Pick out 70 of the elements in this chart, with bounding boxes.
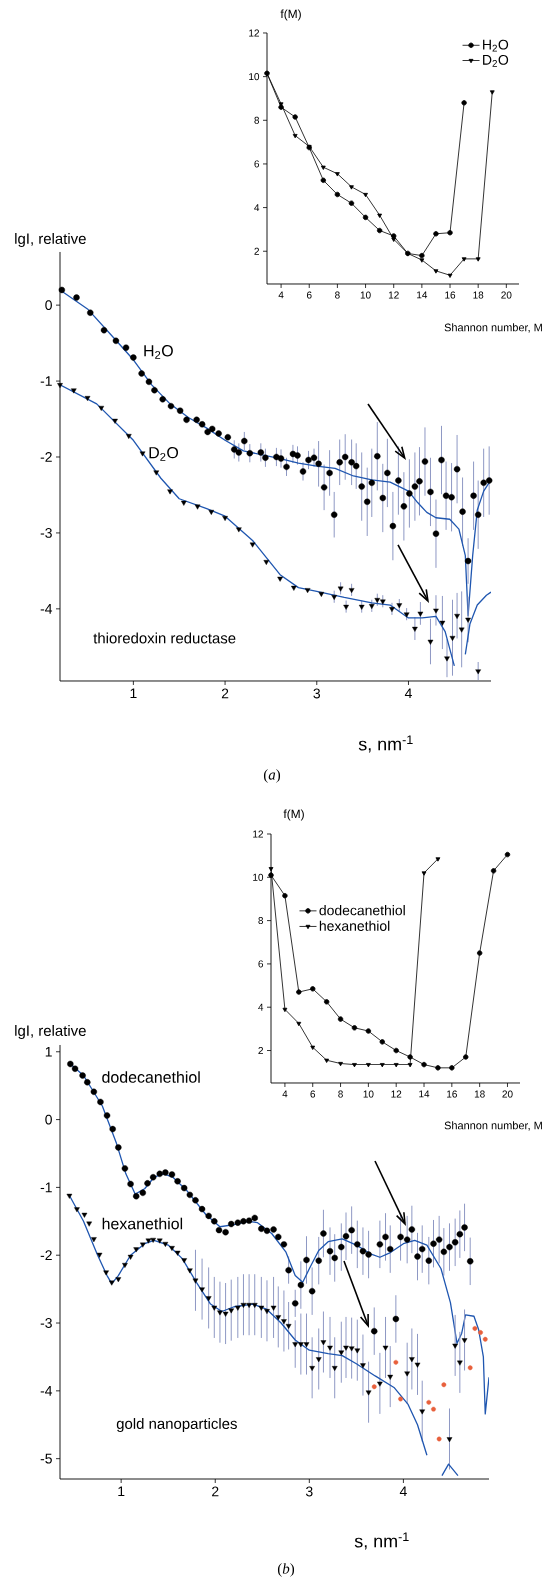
y-tick-label: 8	[258, 917, 264, 925]
x-tick-label: 4	[278, 291, 284, 299]
y-tick-label: -2	[40, 452, 52, 462]
y-tick-label: 6	[254, 160, 260, 168]
y-tick-label: 10	[253, 873, 264, 881]
y-tick-label: -1	[40, 376, 52, 386]
y-tick-label: 0	[45, 300, 52, 311]
y-tick-label: -3	[40, 1318, 52, 1328]
y-tick-label: 8	[254, 116, 260, 124]
y-tick-label: 6	[258, 960, 264, 968]
x-tick-label: 4	[282, 1090, 288, 1098]
text: (a)	[263, 769, 281, 783]
y-tick-label: 12	[249, 29, 259, 37]
y-axis-title: f(M)	[283, 809, 304, 821]
x-tick-label: 6	[306, 291, 312, 299]
annotation: gold nanoparticles	[116, 1418, 237, 1432]
series-label: hexanethiol	[102, 1217, 183, 1230]
x-tick-label: 6	[310, 1090, 316, 1098]
x-tick-label: 8	[338, 1090, 343, 1098]
y-axis-title: lgI, relative	[15, 1025, 86, 1039]
x-tick-label: 10	[363, 1090, 374, 1098]
x-tick-label: 2	[221, 688, 229, 699]
x-tick-label: 12	[388, 291, 399, 299]
x-tick-label: 3	[305, 1486, 313, 1497]
series-label: dodecanethiol	[102, 1071, 200, 1083]
text: (b)	[277, 1563, 295, 1577]
series-label: D$_{2}$O	[149, 447, 179, 461]
x-tick-label: 3	[313, 688, 321, 699]
y-tick-label: 1	[45, 1046, 52, 1057]
x-tick-label: 12	[391, 1090, 402, 1098]
y-tick-label: -2	[40, 1250, 52, 1261]
y-tick-label: -4	[40, 1386, 53, 1396]
y-tick-label: 12	[253, 830, 263, 838]
x-axis-title: Shannon number, M	[444, 323, 542, 333]
y-tick-label: -3	[40, 527, 52, 538]
y-axis-title: f(M)	[280, 9, 301, 21]
x-tick-label: 8	[335, 291, 340, 299]
legend-label: D$_{2}$O	[483, 54, 509, 67]
y-axis-title: lgI, relative	[15, 233, 86, 247]
series-label: H$_{2}$O	[144, 345, 173, 359]
x-tick-label: 4	[404, 688, 412, 699]
x-tick-label: 14	[419, 1090, 430, 1098]
y-tick-label: -5	[40, 1453, 52, 1464]
x-tick-label: 4	[399, 1486, 407, 1497]
x-tick-label: 16	[447, 1090, 457, 1098]
x-tick-label: 16	[445, 291, 456, 299]
x-axis-title: s, nm$^{-1}$	[358, 735, 413, 753]
y-tick-label: -1	[40, 1182, 52, 1193]
x-tick-label: 18	[473, 291, 484, 299]
y-tick-label: 2	[254, 247, 259, 255]
x-tick-label: 1	[130, 688, 137, 699]
x-axis-title: Shannon number, M	[444, 1121, 542, 1131]
annotation: thioredoxin reductase	[93, 632, 236, 644]
legend-label: dodecanethiol	[319, 905, 405, 916]
x-tick-label: 2	[212, 1486, 219, 1497]
y-tick-label: 10	[249, 73, 260, 81]
x-tick-label: 10	[360, 291, 371, 299]
x-tick-label: 18	[474, 1090, 485, 1098]
legend-label: H$_{2}$O	[483, 39, 509, 52]
y-tick-label: 2	[258, 1047, 263, 1054]
y-tick-label: 4	[258, 1003, 264, 1011]
y-tick-label: -4	[40, 604, 53, 614]
y-tick-label: 0	[45, 1114, 52, 1125]
x-tick-label: 1	[118, 1486, 125, 1497]
x-tick-label: 20	[502, 1090, 513, 1098]
x-axis-title: s, nm$^{-1}$	[354, 1532, 409, 1550]
legend-label: hexanethiol	[319, 920, 390, 931]
x-tick-label: 20	[501, 291, 512, 299]
x-tick-label: 14	[417, 291, 428, 299]
y-tick-label: 4	[254, 204, 260, 212]
